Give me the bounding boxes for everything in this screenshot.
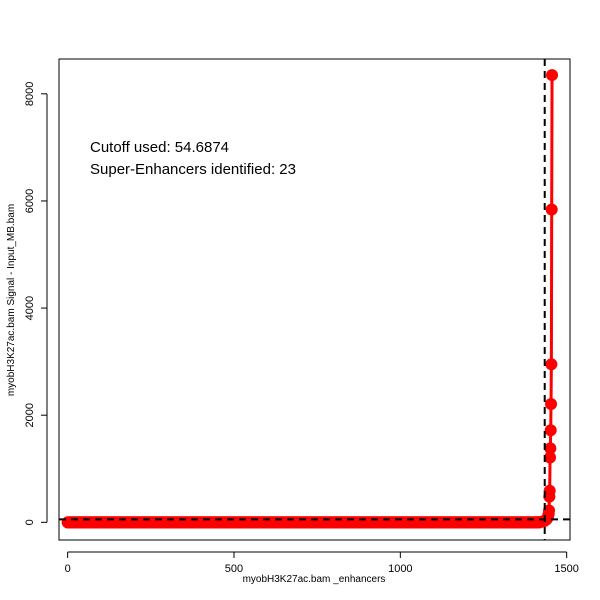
plot-frame xyxy=(58,58,571,541)
y-tick-label: 0 xyxy=(24,519,36,525)
data-point xyxy=(544,442,557,455)
y-tick-label: 8000 xyxy=(24,82,36,106)
y-axis: 0 2000 4000 6000 8000 xyxy=(24,82,48,525)
cutoff-annotation: Cutoff used: 54.6874 xyxy=(90,139,229,156)
data-point xyxy=(545,397,558,410)
data-point xyxy=(545,358,558,371)
y-tick-label: 2000 xyxy=(24,403,36,427)
x-axis-title: myobH3K27ac.bam _enhancers xyxy=(243,574,386,585)
x-tick-label: 500 xyxy=(225,563,243,575)
data-point xyxy=(543,484,556,497)
super-enhancer-count-annotation: Super-Enhancers identified: 23 xyxy=(90,161,296,178)
data-point xyxy=(544,424,557,437)
y-tick-label: 6000 xyxy=(24,189,36,213)
y-tick-label: 4000 xyxy=(24,296,36,320)
x-axis: 0 500 1000 1500 xyxy=(65,551,579,575)
x-tick-label: 0 xyxy=(65,563,71,575)
data-point xyxy=(543,504,556,517)
x-tick-label: 1500 xyxy=(554,563,578,575)
data-point xyxy=(546,69,559,82)
data-point xyxy=(545,203,558,216)
series-layer xyxy=(61,69,559,529)
reference-lines xyxy=(59,59,570,540)
data-point xyxy=(544,451,557,464)
y-axis-title: myobH3K27ac.bam Signal - Input_MB.bam xyxy=(6,204,17,396)
x-tick-label: 1000 xyxy=(388,563,412,575)
